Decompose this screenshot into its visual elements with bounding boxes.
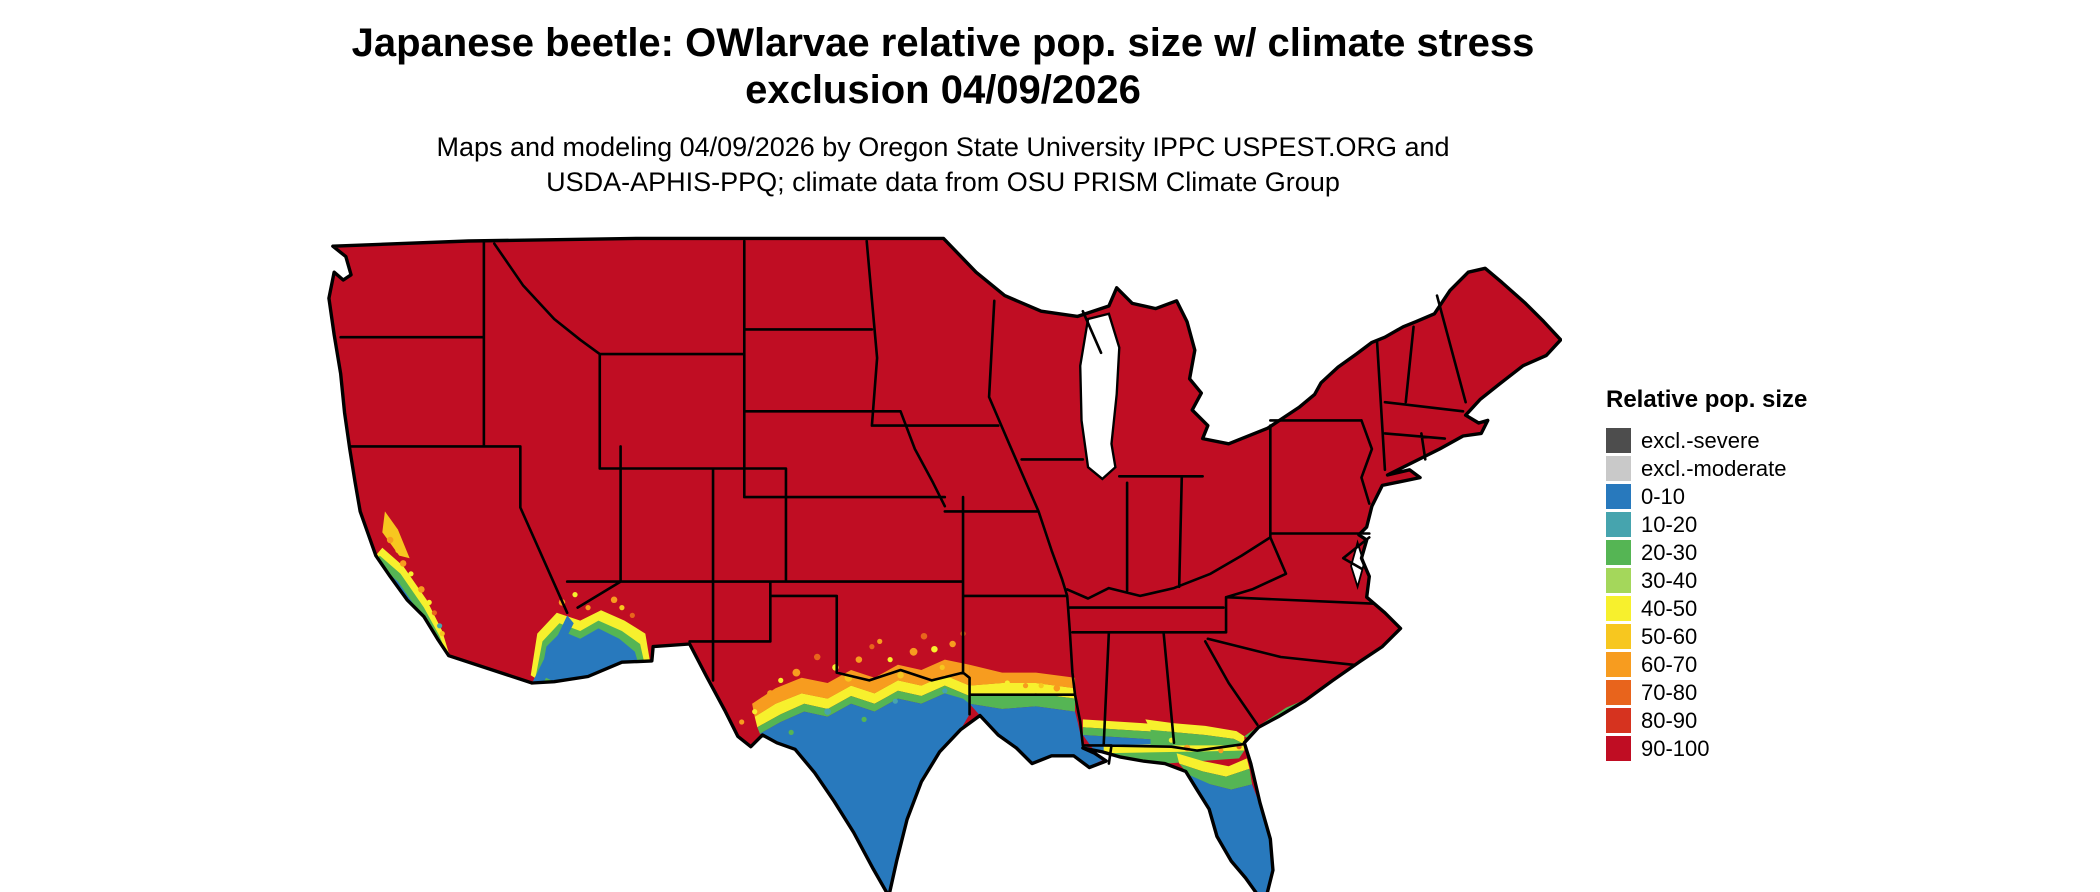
legend-swatch: [1606, 539, 1631, 565]
legend-swatch: [1606, 595, 1631, 621]
legend-item-label: 50-60: [1641, 623, 1698, 649]
legend-title: Relative pop. size: [1606, 386, 1808, 413]
legend-item: 70-80: [1606, 678, 1807, 706]
subheader: Maps and modeling 04/09/2026 by Oregon S…: [0, 130, 1886, 200]
legend-item-label: 70-80: [1641, 679, 1698, 705]
legend-item-label: excl.-severe: [1641, 427, 1760, 453]
us-landmass: [328, 238, 1561, 892]
legend-swatch: [1606, 735, 1631, 761]
legend-swatch: [1606, 567, 1631, 593]
us-map-svg: [327, 236, 1562, 892]
legend-item: 30-40: [1606, 566, 1807, 594]
map-title: Japanese beetle: OWlarvae relative pop. …: [351, 21, 1535, 113]
legend-item: 90-100: [1606, 734, 1807, 762]
legend-item-label: 60-70: [1641, 651, 1698, 677]
legend-item: 40-50: [1606, 594, 1807, 622]
legend-item: 80-90: [1606, 706, 1807, 734]
legend-swatch: [1606, 623, 1631, 649]
legend-item-label: 0-10: [1641, 483, 1686, 509]
legend-swatch: [1606, 455, 1631, 481]
lake-michigan: [1079, 312, 1121, 481]
legend-item-label: 10-20: [1641, 511, 1698, 537]
state-borders: [339, 239, 1467, 765]
legend-item: 50-60: [1606, 622, 1807, 650]
legend-item: 60-70: [1606, 650, 1807, 678]
header: Japanese beetle: OWlarvae relative pop. …: [0, 20, 1886, 114]
us-map-figure: [312, 228, 1562, 892]
legend-swatch: [1606, 651, 1631, 677]
legend-item-label: 20-30: [1641, 539, 1698, 565]
legend-item-label: 80-90: [1641, 707, 1698, 733]
map-subtitle: Maps and modeling 04/09/2026 by Oregon S…: [436, 132, 1450, 198]
legend-item: 10-20: [1606, 510, 1807, 538]
legend-item-label: 90-100: [1641, 735, 1710, 761]
legend-swatch: [1606, 511, 1631, 537]
legend-swatch: [1606, 483, 1631, 509]
legend-swatch: [1606, 427, 1631, 453]
legend-item: excl.-severe: [1606, 426, 1807, 454]
legend-item-label: 30-40: [1641, 567, 1698, 593]
legend-item-label: excl.-moderate: [1641, 455, 1787, 481]
legend-swatch: [1606, 679, 1631, 705]
legend-item: excl.-moderate: [1606, 454, 1807, 482]
map-legend: Relative pop. size excl.-severe excl.-mo…: [1606, 386, 1807, 762]
legend-item: 0-10: [1606, 482, 1807, 510]
legend-item-label: 40-50: [1641, 595, 1698, 621]
legend-swatch: [1606, 707, 1631, 733]
legend-item: 20-30: [1606, 538, 1807, 566]
